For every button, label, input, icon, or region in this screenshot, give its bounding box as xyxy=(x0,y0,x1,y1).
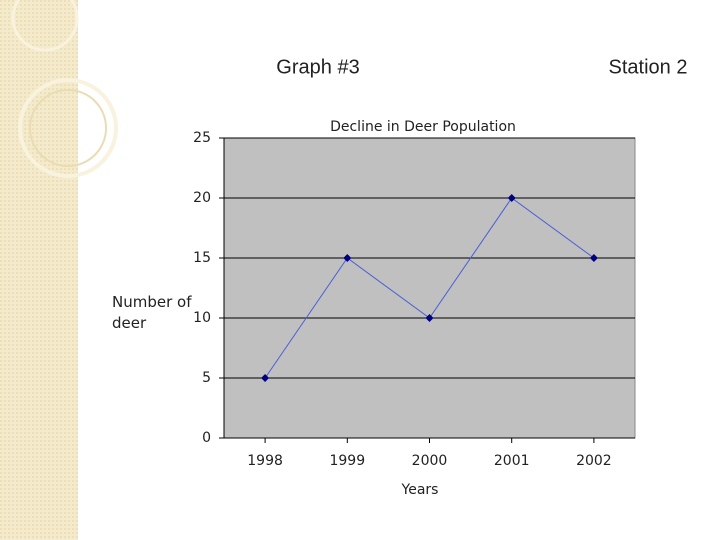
y-tick-label: 15 xyxy=(193,250,211,266)
y-tick-label: 10 xyxy=(193,310,211,326)
y-tick-label: 5 xyxy=(202,370,211,386)
decor-circle xyxy=(29,89,107,167)
decor-circle xyxy=(18,78,118,178)
point-marker xyxy=(507,194,516,202)
chart-title: Decline in Deer Population xyxy=(330,119,516,135)
plot-area xyxy=(223,137,636,439)
point-marker xyxy=(261,374,270,382)
x-tick-label: 2000 xyxy=(412,453,448,469)
x-tick-label: 1998 xyxy=(247,453,283,469)
x-tick-label: 2001 xyxy=(494,453,530,469)
y-tick-label: 20 xyxy=(193,190,211,206)
slide-title: Graph #3 xyxy=(276,56,359,78)
point-marker xyxy=(343,254,352,262)
x-tick-label: 1999 xyxy=(329,453,365,469)
y-tick-label: 0 xyxy=(202,430,211,446)
decor-circle xyxy=(11,0,79,52)
x-axis-label: Years xyxy=(401,482,439,498)
point-marker xyxy=(589,254,598,262)
y-axis-label: Number of deer xyxy=(112,293,192,332)
x-tick-label: 2002 xyxy=(576,453,612,469)
station-label: Station 2 xyxy=(609,56,688,78)
point-marker xyxy=(425,314,434,322)
y-tick-label: 25 xyxy=(193,130,211,146)
